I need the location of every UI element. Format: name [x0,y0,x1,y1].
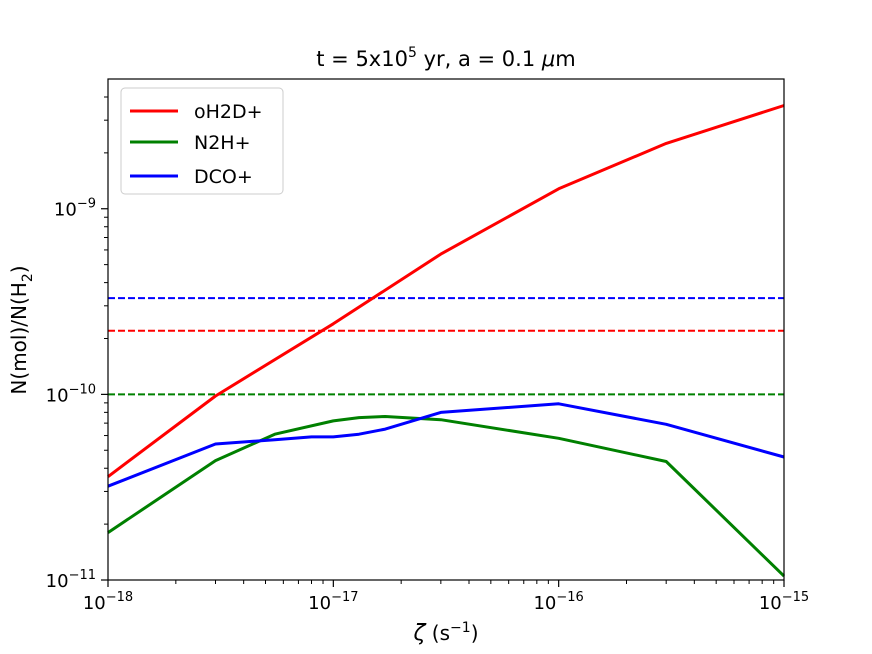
legend: oH2D+ N2H+ DCO+ [120,87,284,195]
y-tick-label: 10−9 [54,197,96,221]
y-tick-label: 10−10 [46,382,96,406]
legend-label-n2h: N2H+ [194,132,251,154]
x-tick-label: 10−15 [759,590,809,614]
legend-label-dco: DCO+ [194,166,253,188]
y-tick-label: 10−11 [46,568,96,592]
axes-frame [107,78,785,581]
legend-label-oh2d: oH2D+ [194,101,263,123]
series-line-n2h- [107,415,786,578]
x-tick-label: 10−17 [308,590,358,614]
x-axis-label: ζ (s−1) [412,620,478,646]
x-tick-label: 10−18 [83,590,133,614]
x-tick-label: 10−16 [533,590,583,614]
series-line-dco- [107,402,785,488]
y-axis-label: N(mol)/N(H2) [7,265,36,394]
chart-title: t = 5x105 yr, a = 0.1 μm [316,45,575,71]
plot-area [107,104,786,578]
series-line-oh2d- [107,104,785,478]
legend-box [120,87,284,195]
axis-ticks: 10−18 10−17 10−16 10−15 10−11 10−10 10−9 [46,96,809,614]
